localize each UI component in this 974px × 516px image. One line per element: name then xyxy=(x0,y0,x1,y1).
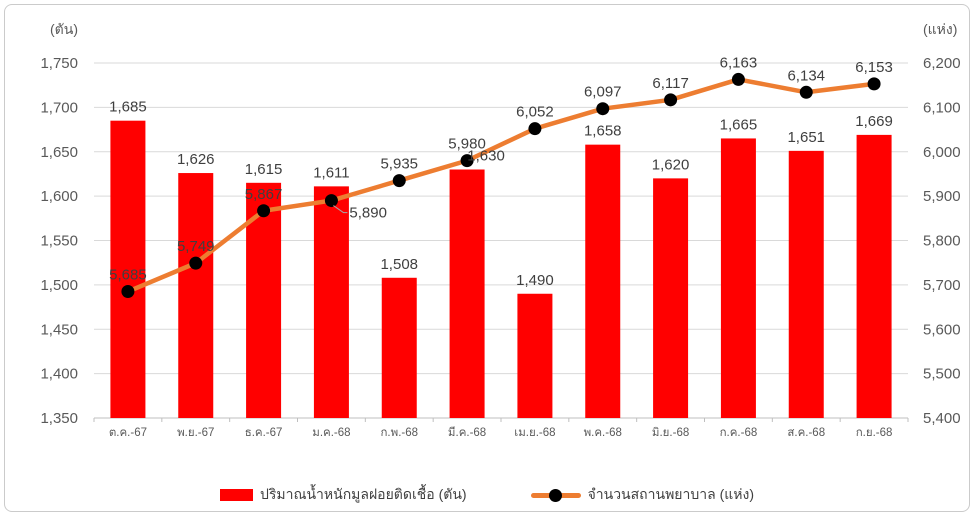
legend-marker-dot xyxy=(548,488,562,502)
x-axis-label: ส.ค.-68 xyxy=(787,427,825,439)
legend-line-swatch xyxy=(530,488,581,502)
bar-value-label: 1,665 xyxy=(720,116,758,133)
bar-value-label: 1,685 xyxy=(109,99,147,116)
left-axis-tick-label: 1,400 xyxy=(40,366,78,383)
bar-value-label: 1,626 xyxy=(177,151,215,168)
bar-value-label: 1,508 xyxy=(380,256,418,273)
line-marker xyxy=(324,194,338,208)
bar-เม.ย.-68 xyxy=(517,293,553,418)
right-axis-tick-label: 5,800 xyxy=(923,233,961,250)
line-value-label: 5,685 xyxy=(109,267,147,284)
right-axis-tick-label: 6,100 xyxy=(923,99,961,116)
line-marker xyxy=(460,154,474,168)
left-axis-tick-label: 1,650 xyxy=(40,144,78,161)
bar-ก.ค.-68 xyxy=(720,138,756,418)
left-axis-tick-label: 1,550 xyxy=(40,233,78,250)
line-value-label: 5,867 xyxy=(245,186,283,203)
line-marker xyxy=(528,122,542,136)
line-value-label: 6,117 xyxy=(652,75,688,92)
bar-value-label: 1,669 xyxy=(855,113,893,130)
line-value-label: 6,052 xyxy=(516,104,554,121)
right-axis-tick-label: 5,900 xyxy=(923,188,961,205)
legend-bar-swatch xyxy=(219,489,253,501)
left-axis-tick-label: 1,750 xyxy=(40,55,78,72)
line-marker xyxy=(596,102,610,116)
line-value-label: 6,097 xyxy=(584,84,622,101)
bar-ก.ย.-68 xyxy=(856,134,892,418)
x-axis-label: ม.ค.-68 xyxy=(312,427,350,439)
right-axis-tick-label: 5,500 xyxy=(923,366,961,383)
bar-value-label: 1,620 xyxy=(652,156,690,173)
right-axis-tick-label: 5,400 xyxy=(923,410,961,427)
x-axis-label: พ.ค.-68 xyxy=(584,427,622,439)
line-value-label: 6,153 xyxy=(855,59,893,76)
line-marker xyxy=(121,285,135,299)
label-leader-line xyxy=(333,205,348,214)
bar-พ.ค.-68 xyxy=(585,144,621,418)
x-axis-label: มิ.ย.-68 xyxy=(652,426,689,439)
left-axis-tick-label: 1,700 xyxy=(40,99,78,116)
bar-มิ.ย.-68 xyxy=(653,178,689,418)
line-value-label: 5,890 xyxy=(349,205,387,222)
bar-ก.พ.-68 xyxy=(381,277,417,418)
right-axis-tick-label: 6,000 xyxy=(923,144,961,161)
right-axis-tick-label: 5,700 xyxy=(923,277,961,294)
legend-item-line: จำนวนสถานพยาบาล (แห่ง) xyxy=(530,484,755,506)
left-axis-tick-label: 1,500 xyxy=(40,277,78,294)
x-axis-label: เม.ย.-68 xyxy=(514,427,555,439)
line-marker xyxy=(867,77,881,91)
x-axis-label: พ.ย.-67 xyxy=(177,427,214,439)
left-axis-tick-label: 1,350 xyxy=(40,410,78,427)
legend-item-bar: ปริมาณน้ำหนักมูลฝอยติดเชื้อ (ตัน) xyxy=(219,484,467,506)
line-value-label: 6,134 xyxy=(787,67,825,84)
right-axis-tick-label: 6,200 xyxy=(923,55,961,72)
bar-value-label: 1,611 xyxy=(313,164,349,181)
line-marker xyxy=(257,204,271,218)
bar-พ.ย.-67 xyxy=(178,173,214,418)
line-marker xyxy=(392,174,406,188)
legend: ปริมาณน้ำหนักมูลฝอยติดเชื้อ (ตัน) จำนวนส… xyxy=(0,484,974,506)
right-axis-tick-label: 5,600 xyxy=(923,321,961,338)
x-axis-label: ก.ย.-68 xyxy=(856,427,893,439)
x-axis-label: ธ.ค.-67 xyxy=(245,427,283,439)
bar-มี.ค.-68 xyxy=(449,169,485,418)
bar-value-label: 1,630 xyxy=(467,148,505,165)
line-marker xyxy=(731,72,745,86)
x-axis-label: ก.พ.-68 xyxy=(380,427,418,439)
legend-line-label: จำนวนสถานพยาบาล (แห่ง) xyxy=(587,486,755,502)
x-axis-label: ก.ค.-68 xyxy=(720,427,758,439)
line-marker xyxy=(799,85,813,99)
line-value-label: 6,163 xyxy=(720,54,758,71)
bar-ม.ค.-68 xyxy=(313,186,349,418)
bar-value-label: 1,490 xyxy=(516,272,554,289)
right-axis-title: (แห่ง) xyxy=(923,21,958,37)
bar-ต.ค.-67 xyxy=(110,120,146,418)
line-marker xyxy=(189,256,203,270)
line-value-label: 5,749 xyxy=(177,238,215,255)
bar-value-label: 1,615 xyxy=(245,161,283,178)
bar-value-label: 1,658 xyxy=(584,123,622,140)
left-axis-tick-label: 1,600 xyxy=(40,188,78,205)
bar-ส.ค.-68 xyxy=(788,150,824,419)
bar-value-label: 1,651 xyxy=(787,129,825,146)
left-axis-title: (ตัน) xyxy=(50,21,78,37)
x-axis-label: มี.ค.-68 xyxy=(448,426,486,439)
series-line xyxy=(125,77,877,294)
left-axis-tick-label: 1,450 xyxy=(40,321,78,338)
line-value-label: 5,935 xyxy=(380,156,418,173)
x-axis-label: ต.ค.-67 xyxy=(109,427,147,439)
line-marker xyxy=(664,93,678,107)
line-value-label: 5,980 xyxy=(448,136,486,153)
legend-bar-label: ปริมาณน้ำหนักมูลฝอยติดเชื้อ (ตัน) xyxy=(259,486,467,502)
